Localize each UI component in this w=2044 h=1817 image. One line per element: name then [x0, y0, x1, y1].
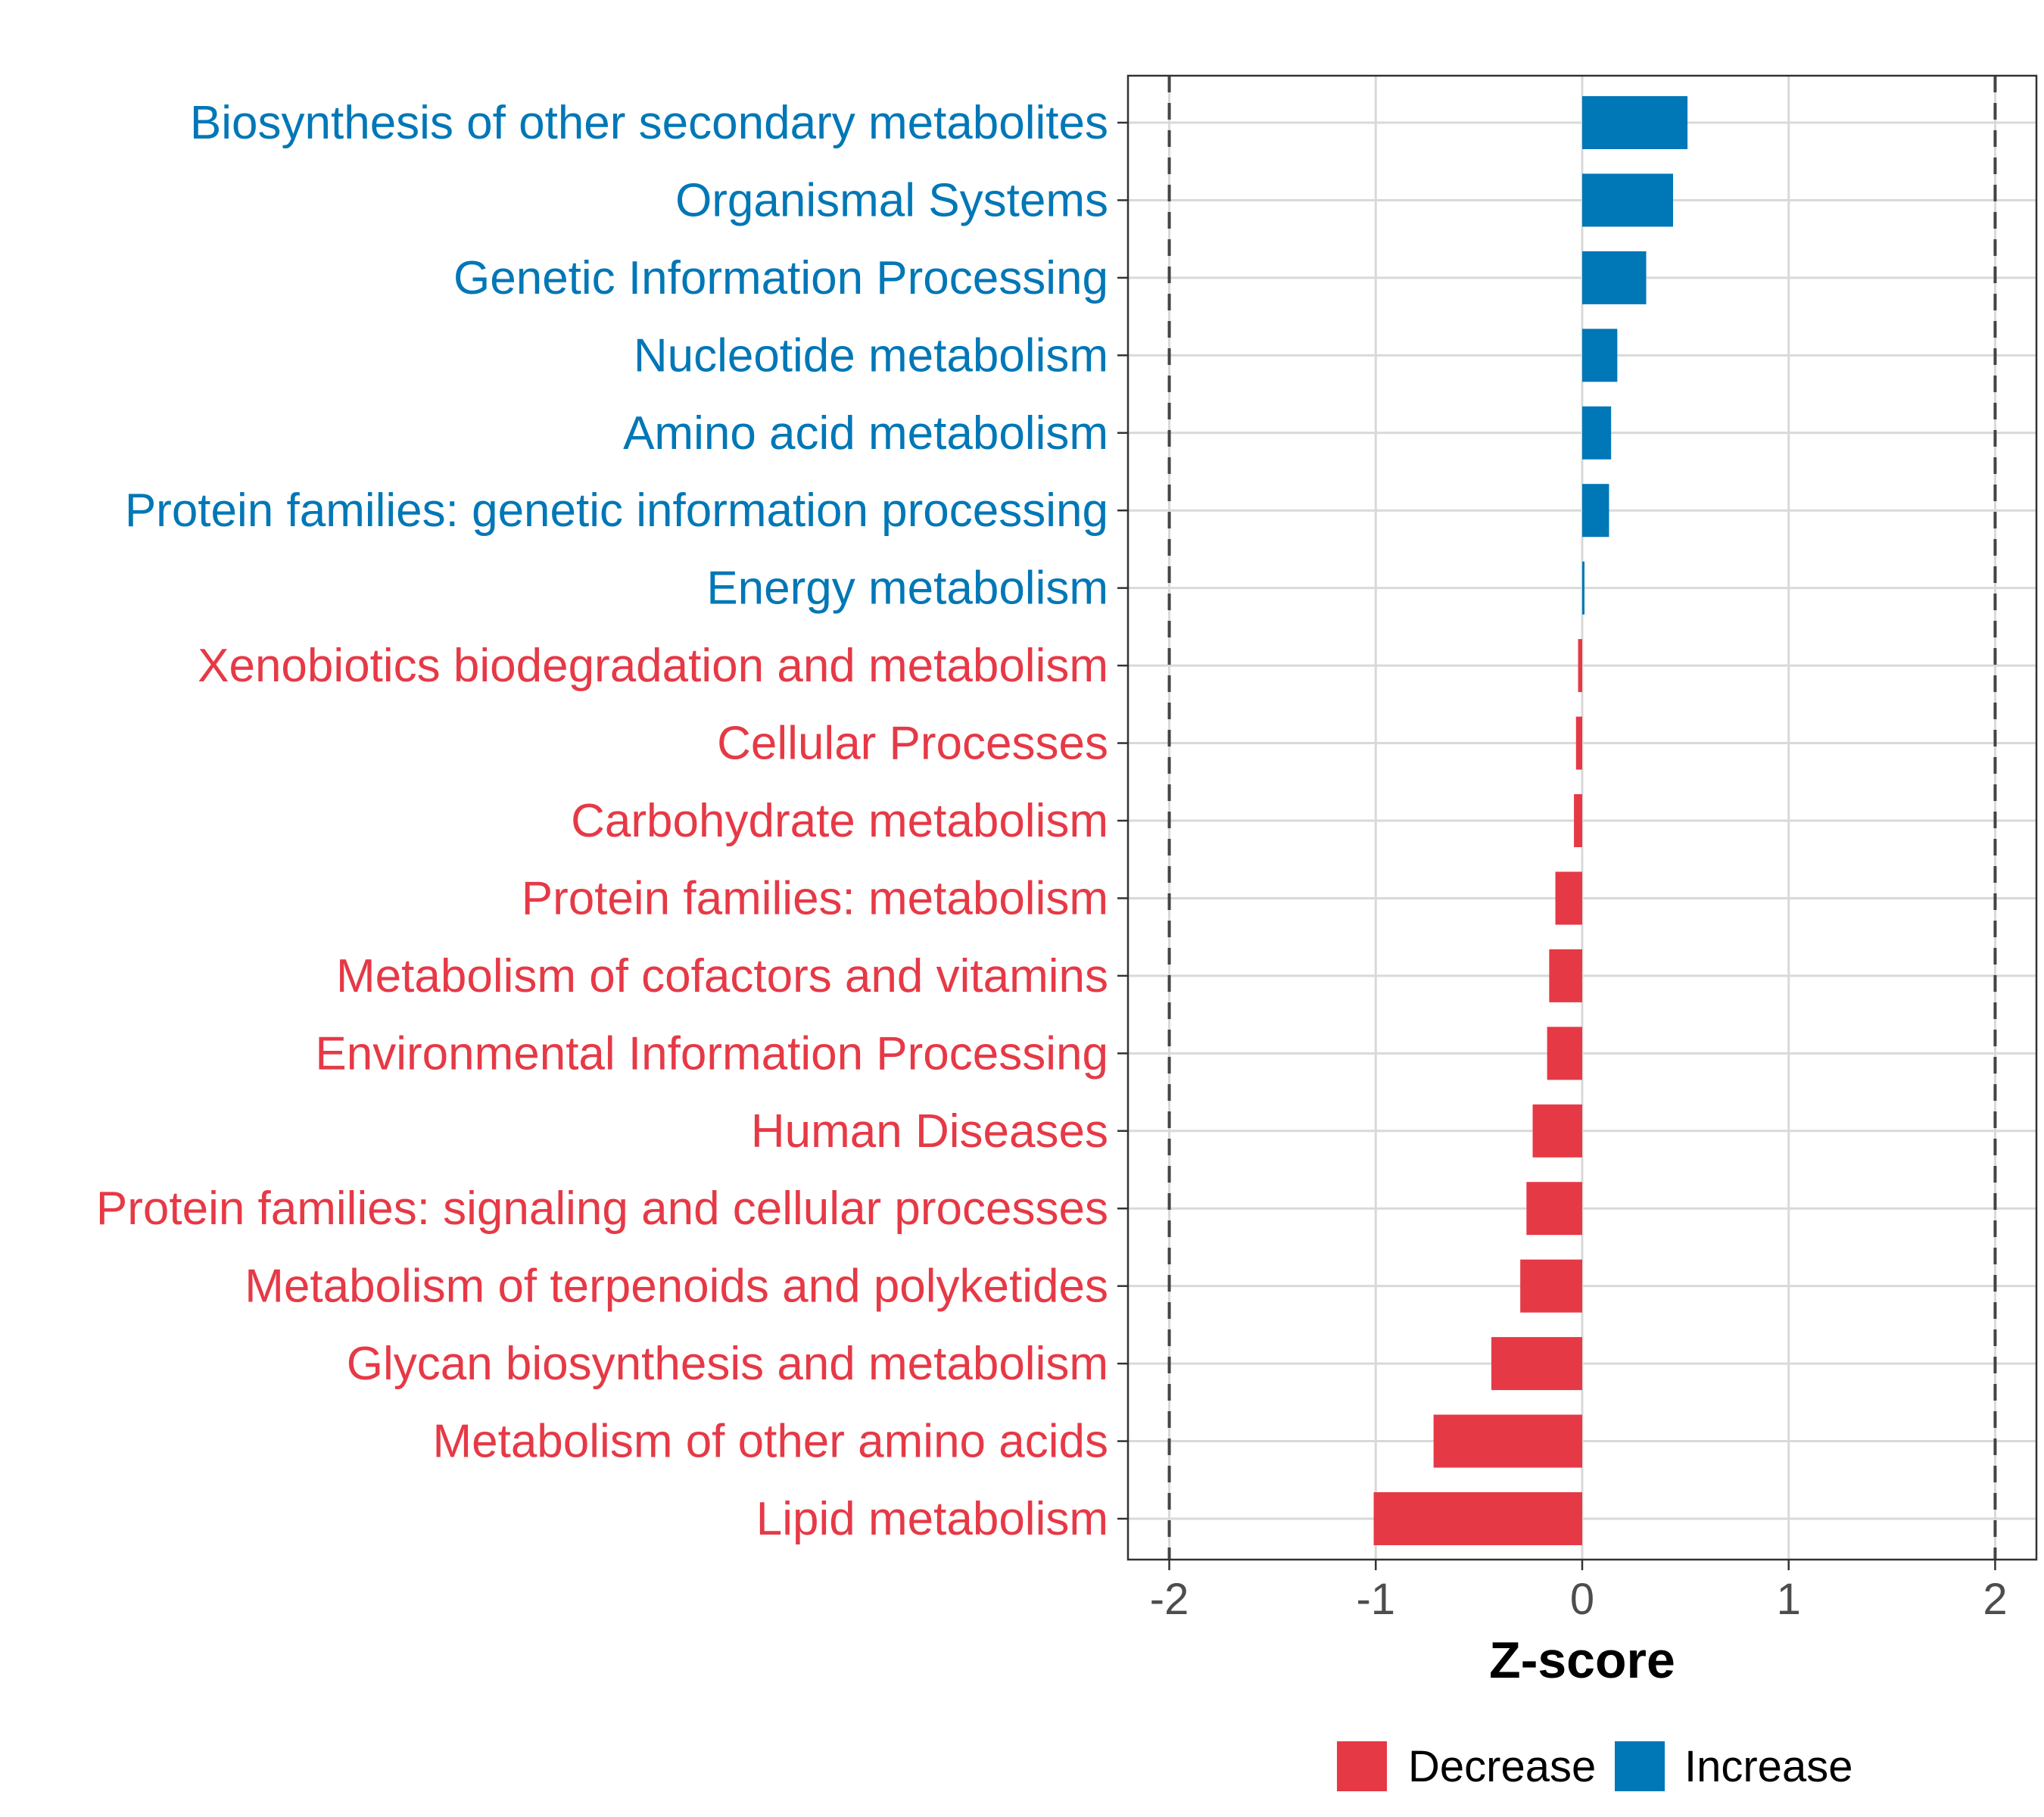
bar — [1520, 1259, 1582, 1313]
category-label: Energy metabolism — [706, 563, 1108, 615]
x-tick-label: -1 — [1356, 1575, 1395, 1624]
category-label: Protein families: genetic information pr… — [125, 485, 1108, 537]
bar — [1526, 1182, 1582, 1236]
category-label: Carbohydrate metabolism — [571, 795, 1108, 847]
bar — [1547, 1027, 1582, 1080]
category-label: Human Diseases — [751, 1105, 1108, 1158]
category-label: Protein families: signaling and cellular… — [96, 1183, 1108, 1235]
bar — [1532, 1104, 1582, 1158]
legend-key-increase — [1615, 1741, 1665, 1791]
bar — [1555, 871, 1582, 925]
category-label: Glycan biosynthesis and metabolism — [347, 1338, 1108, 1390]
y-axis-ticks — [1117, 121, 1128, 1520]
bar — [1582, 406, 1612, 460]
bar-layer — [1373, 96, 1688, 1545]
x-axis-title: Z-score — [1489, 1632, 1675, 1689]
bar — [1582, 251, 1647, 304]
category-label: Protein families: metabolism — [522, 872, 1108, 924]
category-label: Amino acid metabolism — [623, 407, 1108, 460]
category-label: Lipid metabolism — [756, 1493, 1108, 1545]
bar — [1373, 1492, 1582, 1545]
category-label: Nucleotide metabolism — [634, 329, 1108, 382]
reference-lines — [1167, 76, 1997, 1560]
legend: Decrease Increase — [1337, 1741, 1852, 1791]
bar — [1491, 1337, 1582, 1391]
bar — [1578, 639, 1582, 693]
category-labels: Biosynthesis of other secondary metaboli… — [96, 97, 1108, 1545]
x-axis-ticks: -2 -1 0 1 2 — [1150, 1560, 2008, 1624]
category-label: Biosynthesis of other secondary metaboli… — [190, 97, 1108, 149]
bar — [1549, 949, 1582, 1002]
bar — [1582, 96, 1688, 149]
category-label: Organismal Systems — [675, 174, 1108, 226]
bar — [1582, 329, 1618, 382]
bar — [1582, 561, 1584, 615]
category-label: Genetic Information Processing — [453, 252, 1108, 304]
bar — [1575, 716, 1582, 770]
bar — [1582, 173, 1673, 227]
legend-label-decrease: Decrease — [1408, 1742, 1596, 1791]
category-label: Metabolism of other amino acids — [432, 1416, 1108, 1468]
category-label: Environmental Information Processing — [315, 1027, 1108, 1080]
x-tick-label: -2 — [1150, 1575, 1189, 1624]
category-label: Xenobiotics biodegradation and metabolis… — [198, 640, 1108, 692]
bar — [1582, 484, 1609, 538]
bar — [1574, 794, 1582, 847]
category-label: Cellular Processes — [717, 718, 1108, 770]
category-label: Metabolism of terpenoids and polyketides — [245, 1261, 1108, 1313]
category-label: Metabolism of cofactors and vitamins — [336, 950, 1108, 1002]
legend-label-increase: Increase — [1684, 1742, 1852, 1791]
x-tick-label: 2 — [1983, 1575, 2007, 1624]
legend-key-decrease — [1337, 1741, 1387, 1791]
x-tick-label: 1 — [1777, 1575, 1801, 1624]
x-tick-label: 0 — [1570, 1575, 1594, 1624]
bar — [1433, 1414, 1582, 1468]
